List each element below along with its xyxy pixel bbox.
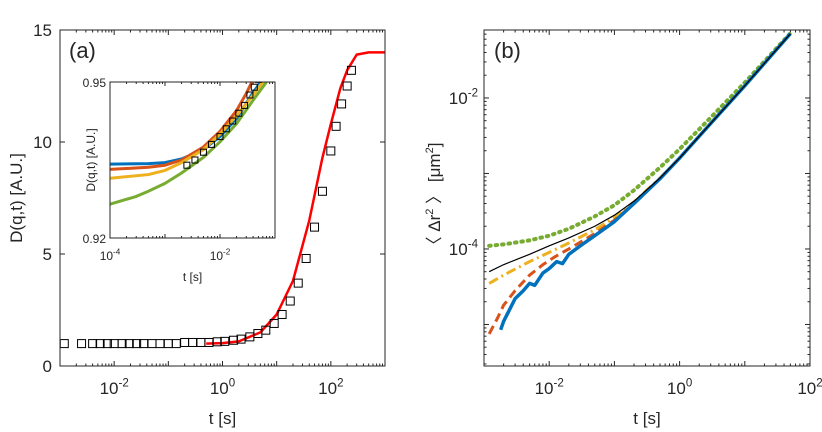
y-tick-label: 10-2 <box>449 87 478 108</box>
panel-b-y-axis-label: 〈 Δr2 〉 [μm2] <box>424 143 444 254</box>
data-point <box>188 337 198 347</box>
x-tick-label: 10-2 <box>535 377 564 398</box>
data-point <box>147 339 157 349</box>
data-point <box>180 337 190 347</box>
panel-a-data <box>59 51 385 349</box>
data-point <box>326 146 336 156</box>
inset-data-point <box>241 101 249 109</box>
x-tick-label: 100 <box>210 377 235 398</box>
data-point <box>155 339 165 349</box>
data-point <box>310 222 320 232</box>
ylabel-sup-2: 2 <box>424 147 436 153</box>
ylabel-part-1: 〈 Δr <box>425 214 444 253</box>
data-point <box>346 65 356 75</box>
panel-a-inset: 10-4 10-2 0.92 0.95 t [s] D(q,t) [A.U.] <box>83 76 276 284</box>
ylabel-part-2: 〉 [μm <box>425 153 444 208</box>
data-point <box>261 325 271 335</box>
inset-series-green <box>110 82 268 206</box>
data-point <box>236 334 246 344</box>
y-tick-label: 10-4 <box>449 238 479 259</box>
inset-data-point <box>191 156 199 164</box>
inset-data-point <box>183 161 191 169</box>
ylabel-part-3: ] <box>425 143 444 148</box>
inset-data-point <box>246 91 254 99</box>
x-tick-label: 102 <box>318 377 343 398</box>
y-tick-label: 10 <box>33 133 52 152</box>
panel-a-y-axis-label: D(q,t) [A.U.] <box>7 153 26 243</box>
ylabel-sup-1: 2 <box>424 209 436 215</box>
data-point <box>117 339 127 349</box>
inset-y-tick-label: 0.92 <box>83 232 107 246</box>
panel-a: 10-2 100 102 0 5 10 15 (a) t [s] D(q,t) [A.U.]… <box>7 21 386 428</box>
data-point <box>220 336 230 346</box>
data-point <box>277 309 287 319</box>
inset-data-point <box>207 140 215 148</box>
data-point <box>342 81 352 91</box>
y-tick-label: 5 <box>43 245 52 264</box>
panel-a-x-axis-label: t [s] <box>209 409 236 428</box>
data-point <box>229 335 239 345</box>
inset-data-point <box>199 148 207 156</box>
inset-y-tick-label: 0.95 <box>83 76 107 90</box>
series-black-thin <box>488 33 791 273</box>
data-point <box>301 253 311 263</box>
data-point <box>102 339 112 349</box>
x-tick-label: 100 <box>667 377 692 398</box>
data-point <box>77 339 87 349</box>
inset-data-point <box>250 83 258 91</box>
data-point <box>88 339 98 349</box>
data-point <box>124 339 134 349</box>
panel-a-axes: 10-2 100 102 0 5 10 15 <box>33 21 386 398</box>
panel-a-label: (a) <box>69 38 96 63</box>
data-point <box>337 99 347 109</box>
data-point <box>331 121 341 131</box>
data-point <box>95 339 105 349</box>
inset-data-point <box>222 125 230 133</box>
x-tick-label: 102 <box>797 377 822 398</box>
inset-x-tick-label: 10-4 <box>100 248 121 263</box>
y-tick-label: 0 <box>43 357 52 376</box>
panel-b-x-axis-label: t [s] <box>633 409 660 428</box>
inset-data-point <box>229 117 237 125</box>
data-point <box>317 186 327 196</box>
series-yellow-dashdot <box>488 32 792 285</box>
data-point <box>171 339 181 349</box>
y-tick-label: 15 <box>33 21 52 40</box>
data-point <box>196 337 206 347</box>
inset-data <box>110 82 268 206</box>
data-point <box>163 339 173 349</box>
panel-a-frame <box>59 29 386 367</box>
data-point <box>285 296 295 306</box>
data-point <box>132 339 142 349</box>
inset-y-axis-label: D(q,t) [A.U.] <box>84 128 98 191</box>
data-point <box>59 339 69 349</box>
data-point <box>293 278 303 288</box>
inset-data-point <box>216 133 224 141</box>
inset-data-point <box>235 109 243 117</box>
series-green-dotted <box>487 31 793 248</box>
panel-b-label: (b) <box>494 38 521 63</box>
panel-b-frame <box>483 29 811 367</box>
series-fit-line <box>206 51 385 345</box>
panel-b-data <box>487 31 793 335</box>
inset-frame <box>109 81 276 239</box>
data-point <box>269 318 279 328</box>
data-point <box>212 337 222 347</box>
series-orange-dashed <box>487 32 792 335</box>
x-tick-label: 10-2 <box>100 377 129 398</box>
panel-b-axes: 10-2 100 102 10-4 10-2 <box>449 30 822 398</box>
inset-x-axis-label: t [s] <box>183 270 202 284</box>
inset-series-orange <box>110 82 254 171</box>
inset-x-tick-label: 10-2 <box>210 248 231 263</box>
